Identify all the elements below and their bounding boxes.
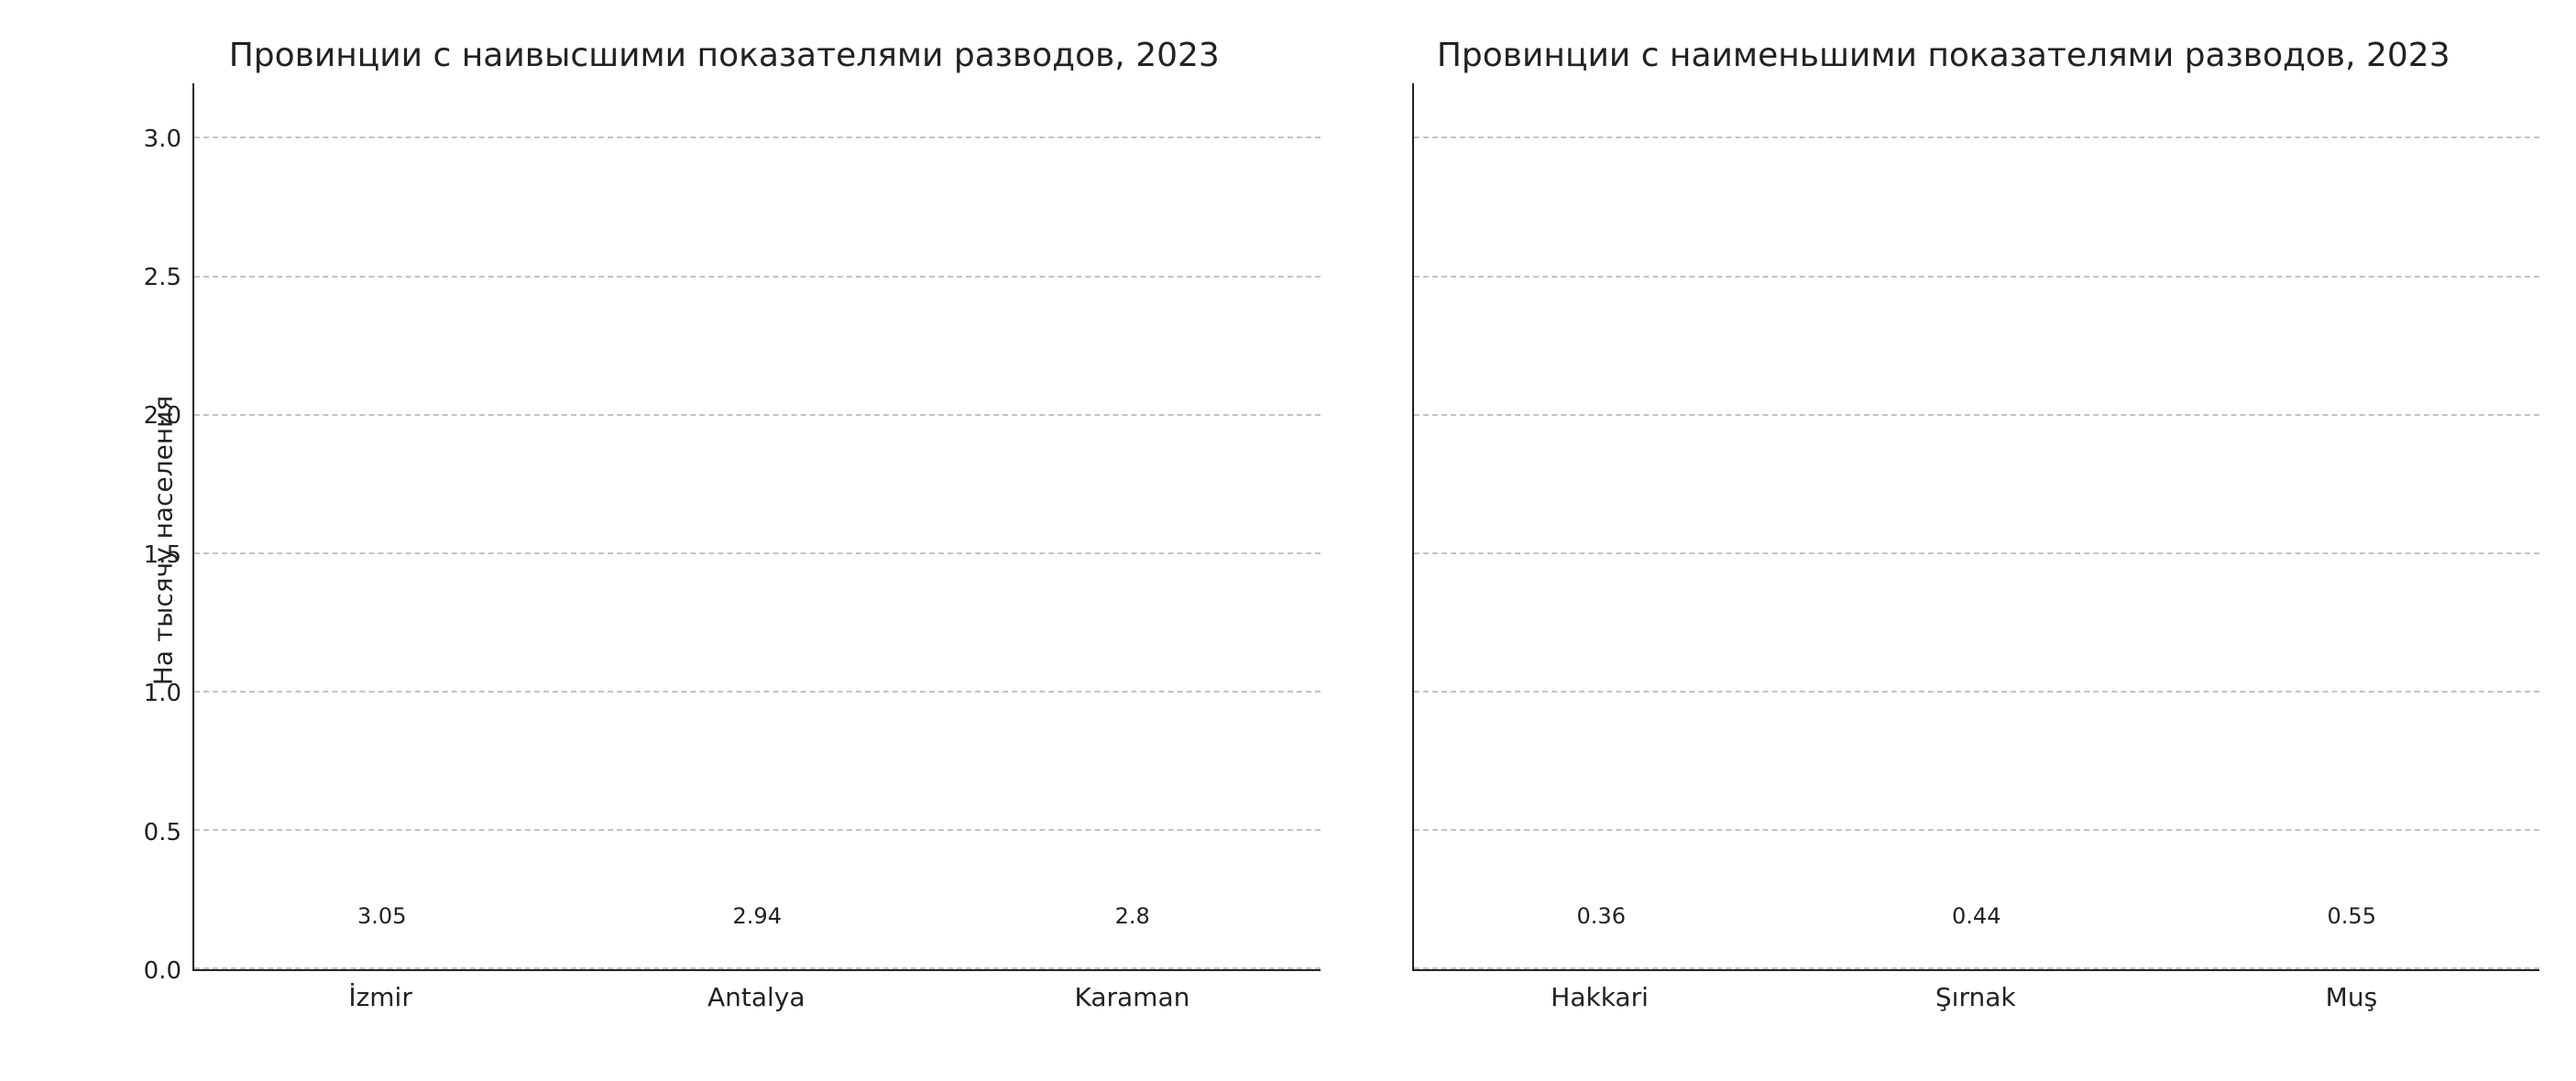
y-tick-label: 3.0 xyxy=(144,126,181,153)
grid-line xyxy=(194,414,1321,416)
x-axis: İzmirAntalyaKaraman xyxy=(192,971,1321,1026)
plot-area: 3.05 2.94 2.8 xyxy=(192,83,1321,971)
panel-highest: Провинции с наивысшими показателями разв… xyxy=(128,37,1321,1026)
grid-line xyxy=(194,691,1321,693)
x-tick-label: Karaman xyxy=(944,971,1320,1026)
y-tick-label: 0.5 xyxy=(144,819,181,846)
grid-line xyxy=(194,136,1321,138)
x-tick-label: Şırnak xyxy=(1788,971,2164,1026)
grid-line xyxy=(1414,414,2540,416)
bars-container: 3.05 2.94 2.8 xyxy=(194,83,1321,969)
x-tick-label: Antalya xyxy=(568,971,944,1026)
x-tick-label: Hakkari xyxy=(1412,971,1788,1026)
grid-line xyxy=(1414,136,2540,138)
figure: На тысячу населения Провинции с наивысши… xyxy=(0,0,2576,1081)
x-tick-label: Muş xyxy=(2164,971,2539,1026)
bar-value-label: 2.8 xyxy=(1115,903,1150,936)
grid-line xyxy=(1414,967,2540,969)
y-tick-label: 1.5 xyxy=(144,541,181,569)
grid-line xyxy=(194,967,1321,969)
bar-value-label: 3.05 xyxy=(357,903,406,936)
grid-line xyxy=(194,552,1321,554)
y-axis: 0.00.51.01.52.02.53.0 xyxy=(128,83,192,971)
y-tick-label: 2.0 xyxy=(144,402,181,430)
spacer xyxy=(1348,971,1412,1026)
grid-line xyxy=(1414,691,2540,693)
y-tick-label: 0.0 xyxy=(144,957,181,985)
panel-title: Провинции с наивысшими показателями разв… xyxy=(128,37,1321,74)
grid-line xyxy=(1414,276,2540,278)
grid-line xyxy=(1414,552,2540,554)
panel-lowest: Провинции с наименьшими показателями раз… xyxy=(1348,37,2540,1026)
bars-container: 0.36 0.44 0.55 xyxy=(1414,83,2540,969)
plot-row: 0.00.51.01.52.02.53.0 3.052.942.8 xyxy=(128,83,1321,971)
grid-line xyxy=(1414,829,2540,831)
x-tick-label: İzmir xyxy=(192,971,568,1026)
bar-value-label: 2.94 xyxy=(733,903,782,936)
x-axis: HakkariŞırnakMuş xyxy=(1412,971,2540,1026)
y-tick-label: 2.5 xyxy=(144,264,181,291)
plot-row: 0.36 0.44 0.55 xyxy=(1348,83,2540,971)
bar-value-label: 0.55 xyxy=(2328,903,2376,936)
plot-area: 0.36 0.44 0.55 xyxy=(1412,83,2540,971)
y-tick-label: 1.0 xyxy=(144,680,181,707)
panel-title: Провинции с наименьшими показателями раз… xyxy=(1348,37,2540,74)
grid-line xyxy=(194,829,1321,831)
bar-value-label: 0.44 xyxy=(1952,903,2001,936)
bar-value-label: 0.36 xyxy=(1577,903,1626,936)
grid-line xyxy=(194,276,1321,278)
y-axis xyxy=(1348,83,1412,971)
